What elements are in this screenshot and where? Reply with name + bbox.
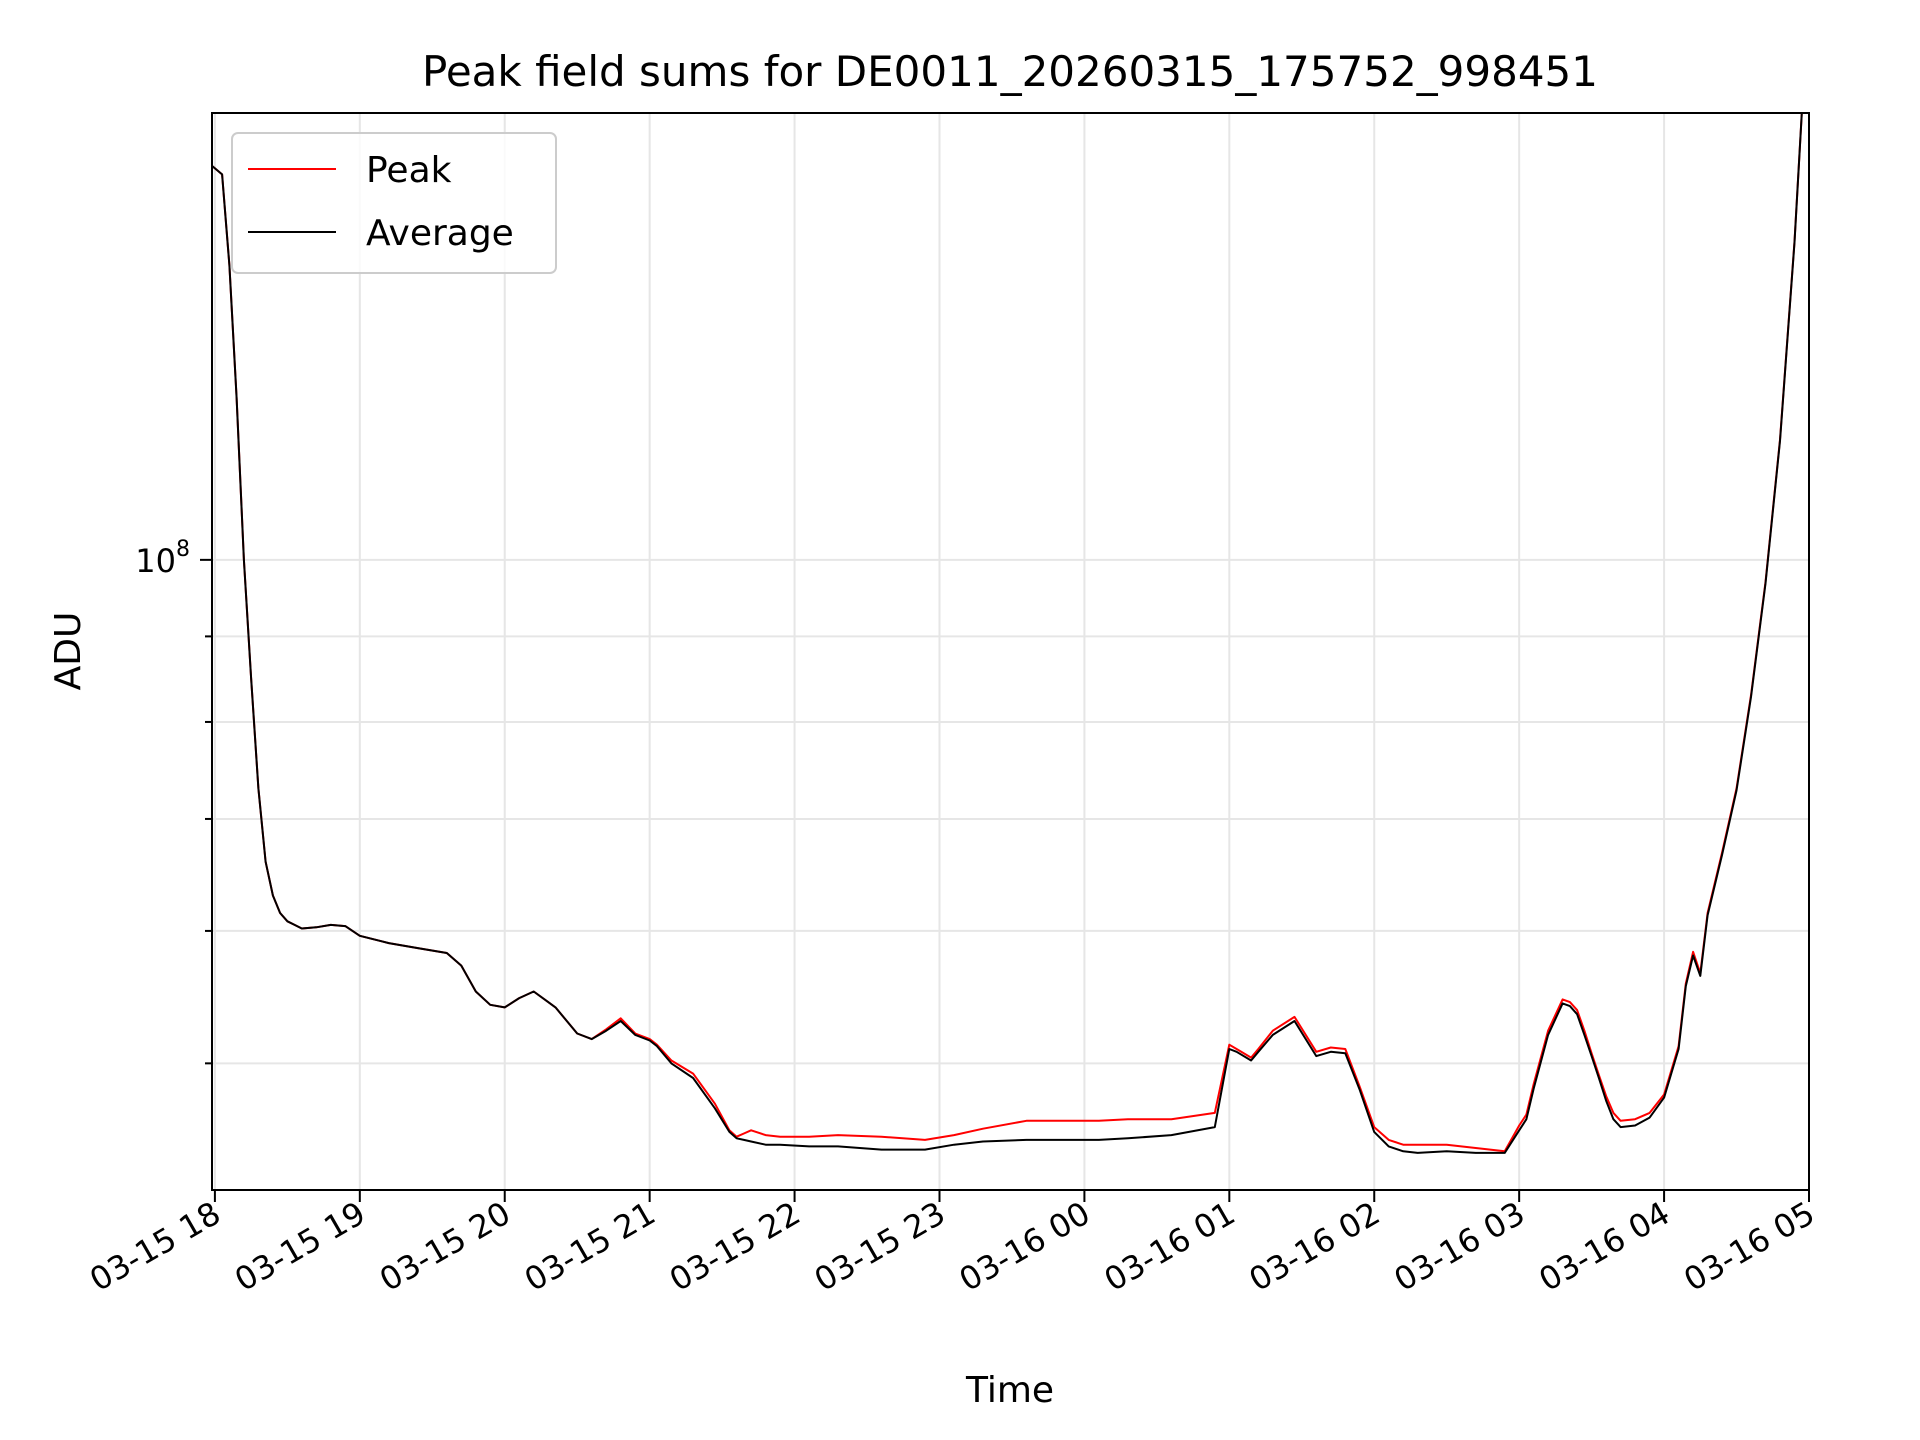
series-line-average bbox=[211, 112, 1803, 1154]
chart-title: Peak field sums for DE0011_20260315_1757… bbox=[422, 47, 1598, 96]
y-axis-label: ADU bbox=[48, 612, 89, 691]
x-axis-label: Time bbox=[965, 1370, 1054, 1411]
series-lines bbox=[211, 112, 1803, 1154]
legend-label-average: Average bbox=[366, 213, 514, 254]
y-tick-label: 108 bbox=[135, 537, 190, 580]
plot-frame bbox=[211, 112, 1810, 1191]
legend-label-peak: Peak bbox=[366, 150, 452, 191]
y-tick-label-exponent: 8 bbox=[176, 537, 190, 562]
legend: Peak Average bbox=[231, 132, 557, 274]
y-axis-ticks: 108 bbox=[135, 537, 212, 1065]
grid-lines bbox=[212, 113, 1810, 1190]
y-tick-label-base: 10 bbox=[135, 542, 176, 580]
